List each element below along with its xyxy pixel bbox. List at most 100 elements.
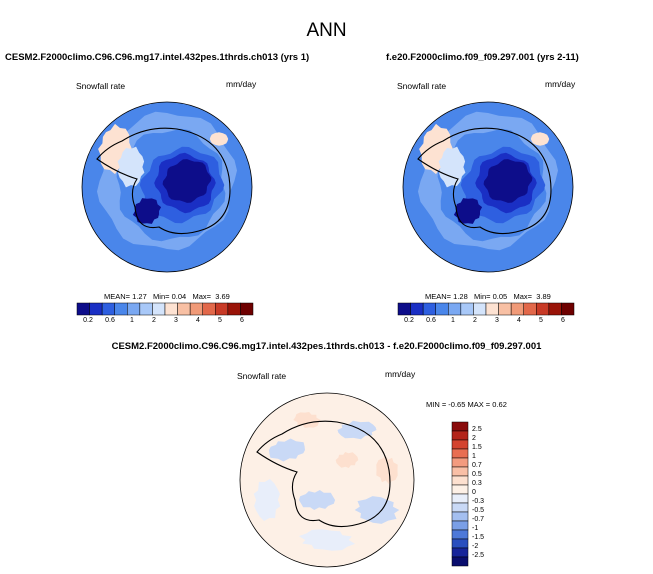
colorbar-swatch bbox=[510, 302, 524, 316]
colorbar-swatch bbox=[451, 556, 469, 567]
colorbar-tick-label: 0.6 bbox=[105, 317, 115, 324]
colorbar-swatch bbox=[101, 302, 115, 316]
colorbar-swatch bbox=[451, 502, 469, 513]
colorbar-swatch bbox=[435, 302, 449, 316]
colorbar-swatch bbox=[451, 421, 469, 432]
panel2-max-value: 3.89 bbox=[536, 292, 551, 301]
colorbar-tick-label: 5 bbox=[539, 317, 543, 324]
panel2-coastline bbox=[417, 127, 552, 235]
colorbar-tick-label: -0.7 bbox=[472, 516, 485, 523]
colorbar-swatch bbox=[523, 302, 537, 316]
panel1-map-boundary bbox=[81, 101, 253, 273]
panel3-title: CESM2.F2000climo.C96.C96.mg17.intel.432p… bbox=[111, 341, 542, 352]
colorbar-tick-label: 1.5 bbox=[472, 444, 482, 451]
colorbar-tick-label: -2.5 bbox=[472, 552, 485, 559]
colorbar-swatch bbox=[451, 457, 469, 468]
colorbar-swatch bbox=[410, 302, 424, 316]
panel3-map-boundary bbox=[239, 392, 415, 568]
colorbar-swatch bbox=[536, 302, 550, 316]
colorbar-tick-label: 5 bbox=[218, 317, 222, 324]
panel3-variable: Snowfall rate bbox=[237, 371, 287, 381]
colorbar-tick-label: 3 bbox=[495, 317, 499, 324]
figure-title: ANN bbox=[306, 20, 347, 41]
panel2-field bbox=[403, 102, 573, 272]
panel2-max-label: Max= bbox=[513, 292, 533, 301]
colorbar-swatch bbox=[240, 302, 254, 316]
panel1-title: CESM2.F2000climo.C96.C96.mg17.intel.432p… bbox=[5, 52, 310, 63]
panel2-colorbar-ticks: 0.2 0.6 1 2 3 4 5 6 bbox=[398, 317, 574, 327]
colorbar-swatch bbox=[114, 302, 128, 316]
panel2-variable: Snowfall rate bbox=[397, 81, 447, 91]
colorbar-swatch bbox=[451, 511, 469, 522]
colorbar-tick-label: 0.3 bbox=[472, 480, 482, 487]
colorbar-tick-label: -0.5 bbox=[472, 507, 485, 514]
panel1-max-label: Max= bbox=[192, 292, 212, 301]
colorbar-tick-label: 2 bbox=[472, 435, 476, 442]
colorbar-tick-label: -0.3 bbox=[472, 498, 485, 505]
colorbar-swatch bbox=[202, 302, 216, 316]
colorbar-swatch bbox=[139, 302, 153, 316]
colorbar-swatch bbox=[448, 302, 462, 316]
colorbar-tick-label: 4 bbox=[196, 317, 200, 324]
colorbar-swatch bbox=[164, 302, 178, 316]
colorbar-swatch bbox=[548, 302, 562, 316]
colorbar-tick-label: -2 bbox=[472, 543, 479, 550]
colorbar-swatch bbox=[451, 529, 469, 540]
panel2-min-label: Min= bbox=[474, 292, 491, 301]
panel1-field bbox=[82, 102, 252, 272]
colorbar-swatch bbox=[451, 475, 469, 486]
panel2-min-value: 0.05 bbox=[492, 292, 508, 301]
panel2-mean-value: 1.28 bbox=[453, 292, 468, 301]
colorbar-swatch bbox=[189, 302, 203, 316]
panel2-units: mm/day bbox=[545, 79, 576, 89]
colorbar-swatch bbox=[485, 302, 499, 316]
panel3-minmax: MIN = -0.65 MAX = 0.62 bbox=[426, 400, 507, 409]
colorbar-swatch bbox=[127, 302, 141, 316]
colorbar-tick-label: -1 bbox=[472, 525, 479, 532]
colorbar-swatch bbox=[498, 302, 512, 316]
colorbar-swatch bbox=[422, 302, 436, 316]
panel3-colorbar-ticks: 2.5 2 1.5 1 0.7 0.5 0.3 0 -0.3 -0.5 -0.7 -1 -1.5 -2 -2… bbox=[472, 422, 502, 566]
panel2-colorbar bbox=[397, 302, 575, 316]
panel2-map-boundary bbox=[402, 101, 574, 273]
colorbar-tick-label: 2.5 bbox=[472, 426, 482, 433]
colorbar-swatch bbox=[227, 302, 241, 316]
colorbar-tick-label: -1.5 bbox=[472, 534, 485, 541]
panel1-max-value: 3.69 bbox=[215, 292, 230, 301]
colorbar-tick-label: 1 bbox=[130, 317, 134, 324]
panel1-colorbar bbox=[76, 302, 254, 316]
panel2-title: f.e20.F2000climo.f09_f09.297.001 (yrs 2-… bbox=[386, 52, 579, 63]
panel1-variable: Snowfall rate bbox=[76, 81, 126, 91]
colorbar-swatch bbox=[76, 302, 90, 316]
colorbar-tick-label: 0.6 bbox=[426, 317, 436, 324]
colorbar-swatch bbox=[152, 302, 166, 316]
colorbar-tick-label: 0.2 bbox=[404, 317, 414, 324]
panel1-min-label: Min= bbox=[153, 292, 170, 301]
colorbar-tick-label: 1 bbox=[472, 453, 476, 460]
panel1-units: mm/day bbox=[226, 79, 257, 89]
colorbar-swatch bbox=[89, 302, 103, 316]
panel3-colorbar bbox=[451, 421, 469, 567]
colorbar-swatch bbox=[451, 538, 469, 549]
colorbar-swatch bbox=[451, 448, 469, 459]
colorbar-swatch bbox=[451, 439, 469, 450]
colorbar-swatch bbox=[397, 302, 411, 316]
panel3-units: mm/day bbox=[385, 369, 416, 379]
colorbar-tick-label: 0 bbox=[472, 489, 476, 496]
panel1-min-value: 0.04 bbox=[171, 292, 187, 301]
colorbar-tick-label: 2 bbox=[152, 317, 156, 324]
colorbar-tick-label: 1 bbox=[451, 317, 455, 324]
panel2-mean-label: MEAN= bbox=[425, 292, 452, 301]
colorbar-swatch bbox=[561, 302, 575, 316]
colorbar-swatch bbox=[177, 302, 191, 316]
panel1-coastline bbox=[96, 127, 231, 235]
panel1-mean-label: MEAN= bbox=[104, 292, 131, 301]
colorbar-swatch bbox=[451, 520, 469, 531]
colorbar-tick-label: 2 bbox=[473, 317, 477, 324]
colorbar-swatch bbox=[451, 466, 469, 477]
colorbar-tick-label: 3 bbox=[174, 317, 178, 324]
panel3-field bbox=[240, 393, 414, 567]
colorbar-swatch bbox=[451, 493, 469, 504]
panel2-stats: MEAN= 1.28 Min= 0.05 Max= 3.89 bbox=[425, 292, 551, 301]
